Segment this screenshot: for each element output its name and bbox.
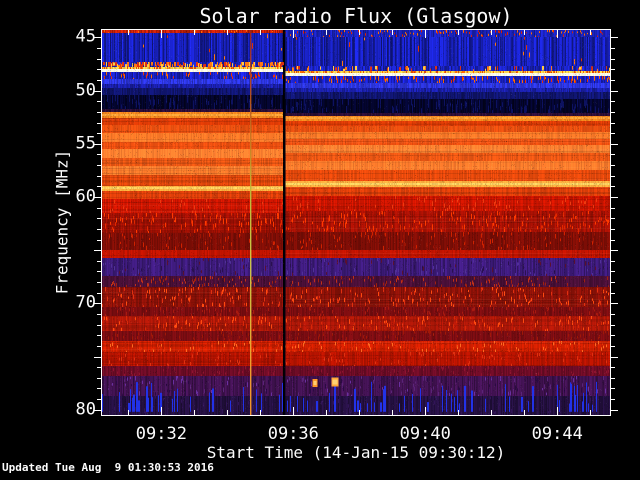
y-tick-label: 70: [75, 292, 96, 313]
y-tick-label: 45: [75, 26, 96, 47]
update-timestamp: Updated Tue Aug 9 01:30:53 2016: [2, 461, 214, 474]
spectrogram-heatmap: [102, 30, 610, 415]
y-tick-label: 80: [75, 399, 96, 420]
x-tick-label: 09:32: [135, 424, 187, 444]
y-tick-label: 50: [75, 80, 96, 101]
y-tick-label: 60: [75, 186, 96, 207]
x-axis-label: Start Time (14-Jan-15 09:30:12): [206, 443, 506, 462]
y-axis-label: Frequency [MHz]: [52, 149, 72, 295]
y-tick-label: 55: [75, 133, 96, 154]
x-tick-label: 09:44: [531, 424, 583, 444]
x-tick-label: 09:36: [267, 424, 319, 444]
x-tick-label: 09:40: [399, 424, 451, 444]
chart-title: Solar radio Flux (Glasgow): [199, 4, 513, 28]
